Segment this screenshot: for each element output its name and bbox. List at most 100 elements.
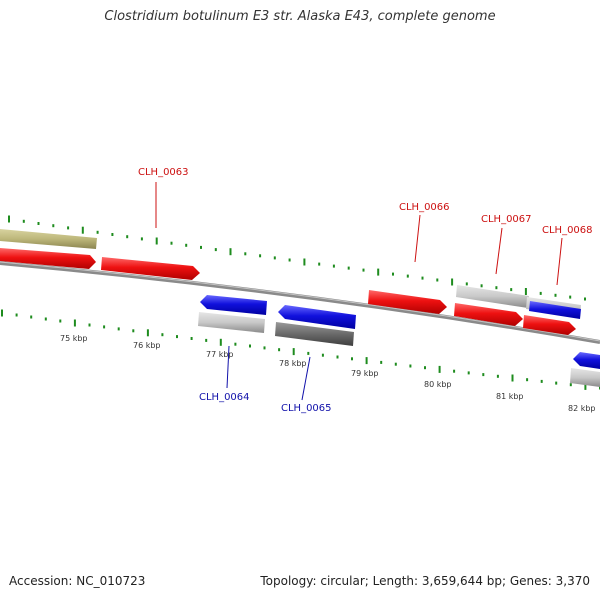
lower-track-minor-tick — [249, 344, 251, 348]
genome-backbone — [0, 261, 600, 344]
upper-track-minor-tick — [584, 297, 586, 301]
reverse-gene-feature[interactable] — [529, 301, 581, 319]
label-leader-line — [301, 356, 311, 401]
scale-label-79-kbp: 79 kbp — [351, 369, 379, 378]
reverse-gene-arrow[interactable] — [573, 352, 600, 369]
lower-track-minor-tick — [263, 346, 266, 350]
lower-track-minor-tick — [30, 315, 33, 319]
lower-tick-track — [1, 309, 600, 390]
lower-track-minor-tick — [88, 323, 91, 327]
lower-track-minor-tick — [409, 364, 412, 368]
lower-track-major-tick — [219, 338, 222, 346]
upper-track-minor-tick — [495, 286, 498, 290]
scale-label-82-kbp: 82 kbp — [568, 404, 596, 413]
lower-track-minor-tick — [496, 374, 499, 378]
upper-track-major-tick — [377, 268, 380, 276]
upper-track-minor-tick — [52, 224, 55, 228]
lower-track-minor-tick — [59, 319, 62, 323]
gene-label-clh-0065[interactable]: CLH_0065 — [281, 403, 332, 414]
reverse-gene-feature[interactable] — [275, 322, 354, 346]
forward-gene-arrow[interactable] — [454, 303, 523, 326]
forward-gene-arrow[interactable] — [368, 290, 447, 314]
lower-track-major-tick — [1, 309, 3, 317]
upper-track-minor-tick — [140, 237, 143, 241]
gene-label-clh-0067[interactable]: CLH_0067 — [481, 214, 532, 225]
upper-track-minor-tick — [569, 295, 572, 299]
scale-label-77-kbp: 77 kbp — [206, 350, 234, 359]
upper-track-minor-tick — [67, 226, 70, 230]
lower-track-minor-tick — [453, 369, 456, 373]
upper-track-minor-tick — [214, 248, 217, 252]
upper-track-major-tick — [81, 226, 84, 234]
upper-track-major-tick — [229, 248, 232, 256]
gene-label-clh-0064[interactable]: CLH_0064 — [199, 392, 250, 403]
gene-label-clh-0066[interactable]: CLH_0066 — [399, 202, 450, 213]
forward-gene-feature[interactable] — [456, 285, 529, 308]
lower-track-major-tick — [146, 329, 149, 337]
lower-track-minor-tick — [15, 313, 18, 317]
upper-track-minor-tick — [185, 243, 188, 247]
upper-track-minor-tick — [362, 268, 365, 272]
upper-track-minor-tick — [200, 245, 202, 249]
lower-track-minor-tick — [161, 333, 164, 337]
reverse-gene-feature[interactable] — [570, 368, 600, 387]
lower-track-minor-tick — [351, 357, 353, 361]
lower-track-minor-tick — [482, 373, 485, 377]
lower-track-minor-tick — [424, 366, 426, 370]
reverse-gene-arrow[interactable] — [200, 295, 267, 315]
gene-label-clh-0068[interactable]: CLH_0068 — [542, 225, 593, 236]
upper-track-minor-tick — [347, 266, 350, 270]
upper-track-minor-tick — [244, 252, 247, 256]
lower-track-minor-tick — [190, 337, 193, 340]
lower-track-minor-tick — [234, 342, 237, 346]
lower-track-minor-tick — [467, 371, 470, 375]
upper-track-minor-tick — [421, 276, 424, 280]
upper-track-major-tick — [303, 258, 306, 266]
lower-track-minor-tick — [526, 378, 529, 382]
forward-gene-feature[interactable] — [0, 229, 97, 249]
lower-track-minor-tick — [278, 348, 281, 352]
lower-track-minor-tick — [394, 362, 397, 366]
label-leader-line — [226, 345, 230, 389]
upper-track-minor-tick — [392, 272, 394, 276]
forward-gene-arrow[interactable] — [523, 315, 576, 335]
lower-track-minor-tick — [380, 360, 383, 364]
lower-track-major-tick — [438, 365, 441, 373]
lower-track-minor-tick — [44, 317, 47, 321]
lower-track-major-tick — [73, 319, 76, 327]
scale-label-76-kbp: 76 kbp — [133, 341, 161, 350]
forward-gene-arrow[interactable] — [101, 257, 200, 280]
label-leader-line — [414, 214, 421, 263]
map-title: Clostridium botulinum E3 str. Alaska E43… — [104, 9, 496, 24]
reverse-gene-feature[interactable] — [198, 312, 265, 333]
lower-track-major-tick — [292, 348, 295, 356]
accession-text: Accession: NC_010723 — [9, 574, 146, 588]
label-leader-line — [556, 237, 563, 286]
lower-track-major-tick — [584, 382, 587, 390]
upper-track-minor-tick — [111, 233, 114, 236]
gene-label-clh-0063[interactable]: CLH_0063 — [138, 167, 189, 178]
reverse-gene-arrow[interactable] — [278, 305, 356, 329]
label-leader-lines — [155, 182, 563, 401]
label-leader-line — [495, 227, 503, 275]
lower-track-minor-tick — [205, 338, 208, 342]
upper-track-minor-tick — [273, 256, 276, 260]
lower-track-major-tick — [511, 374, 514, 382]
scale-label-78-kbp: 78 kbp — [279, 359, 307, 368]
upper-track-minor-tick — [539, 291, 542, 295]
forward-gene-arrow[interactable] — [0, 248, 96, 269]
upper-track-minor-tick — [288, 258, 291, 262]
upper-track-minor-tick — [96, 230, 99, 234]
upper-track-minor-tick — [318, 262, 321, 266]
lower-track-minor-tick — [117, 327, 120, 331]
upper-track-minor-tick — [259, 254, 262, 258]
upper-track-minor-tick — [22, 219, 25, 223]
upper-track-major-tick — [451, 278, 454, 286]
lower-track-minor-tick — [132, 329, 135, 333]
upper-track-minor-tick — [37, 222, 40, 225]
scale-label-75-kbp: 75 kbp — [60, 334, 88, 343]
upper-track-minor-tick — [510, 288, 513, 292]
upper-track-minor-tick — [406, 274, 409, 278]
scale-label-80-kbp: 80 kbp — [424, 380, 452, 389]
